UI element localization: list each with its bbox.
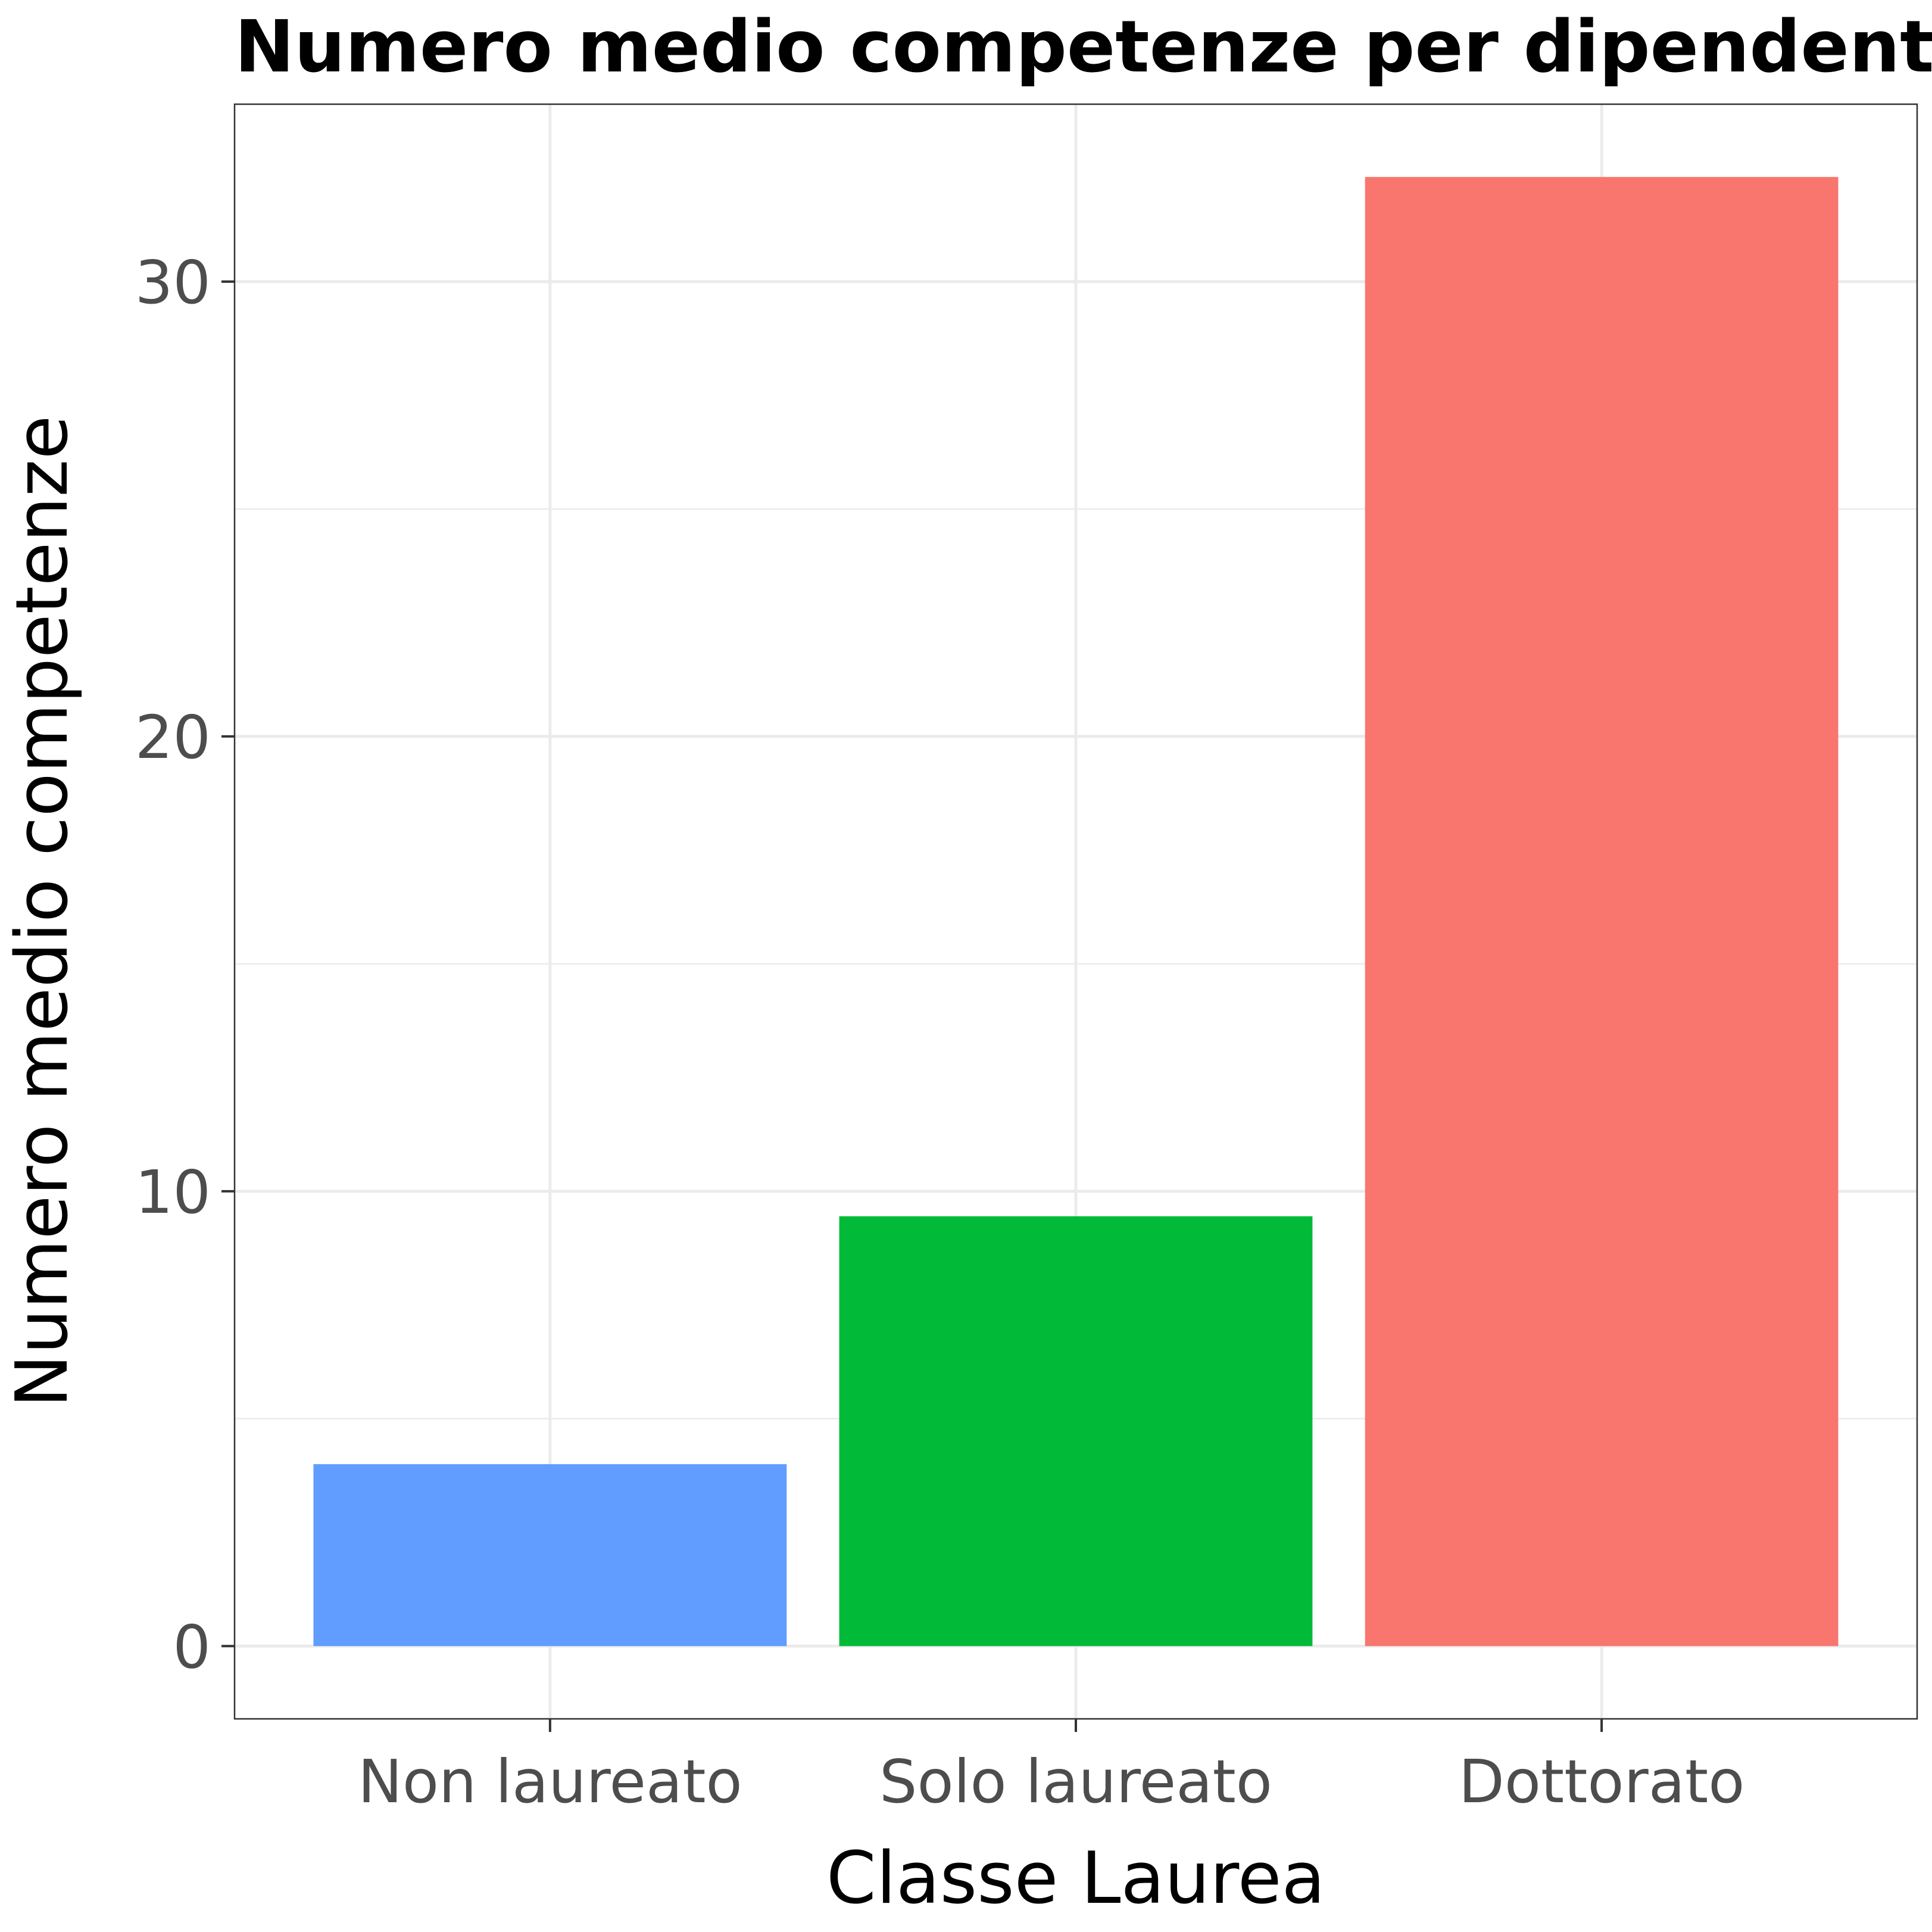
x-tick-label: Solo laureato [879, 1747, 1272, 1816]
y-tick-label: 0 [173, 1612, 211, 1682]
y-tick-label: 20 [135, 703, 211, 772]
y-axis: 0 10 20 30 [135, 248, 235, 1682]
x-tick-label: Dottorato [1459, 1747, 1745, 1816]
x-axis: Non laureato Solo laureato Dottorato [358, 1719, 1744, 1816]
bars [313, 177, 1839, 1646]
x-axis-title: Classe Laurea [826, 1837, 1325, 1920]
bar-dottorato [1365, 177, 1839, 1646]
y-axis-title: Numero medio competenze [1, 416, 84, 1408]
y-tick-label: 30 [135, 248, 211, 317]
y-tick-label: 10 [135, 1157, 211, 1227]
bar-non-laureato [313, 1464, 787, 1646]
bar-solo-laureato [839, 1216, 1313, 1646]
chart-title: Numero medio competenze per dipendente [235, 6, 1932, 89]
x-tick-label: Non laureato [358, 1747, 742, 1816]
